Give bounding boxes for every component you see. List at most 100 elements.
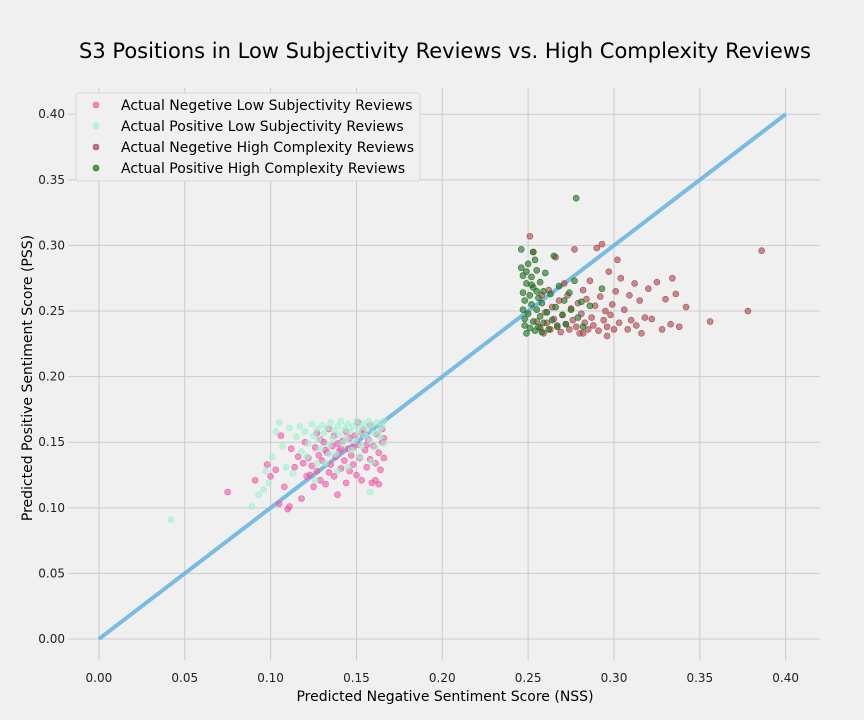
data-point-series-4 <box>523 268 530 275</box>
data-point-series-4 <box>540 319 547 327</box>
diagonal-reference-line <box>97 112 787 641</box>
data-point-series-4 <box>519 289 527 296</box>
data-point-series-3 <box>566 326 573 333</box>
data-point-series-1 <box>372 476 379 484</box>
data-point-series-1 <box>286 503 293 510</box>
data-point-series-4 <box>526 324 534 332</box>
x-tick-label: 0.30 <box>601 671 628 685</box>
data-point-series-1 <box>251 476 259 484</box>
data-point-series-4 <box>517 264 525 272</box>
data-point-series-4 <box>554 323 561 331</box>
data-point-series-3 <box>569 316 577 324</box>
data-point-series-2 <box>344 420 352 428</box>
data-point-series-1 <box>325 469 333 476</box>
data-point-series-3 <box>612 288 619 295</box>
data-point-series-2 <box>272 428 280 436</box>
data-point-series-1 <box>313 467 321 475</box>
legend-marker <box>92 101 100 109</box>
data-point-series-2 <box>366 488 374 496</box>
data-point-series-2 <box>368 458 376 466</box>
data-point-series-1 <box>353 471 360 479</box>
data-point-series-2 <box>349 423 357 430</box>
data-point-series-1 <box>291 463 298 471</box>
data-point-series-1 <box>342 479 350 487</box>
data-point-series-4 <box>529 248 537 256</box>
x-tick-label: 0.20 <box>429 671 456 685</box>
data-point-series-2 <box>372 444 379 451</box>
data-point-series-2 <box>360 420 367 428</box>
data-point-series-3 <box>610 326 618 333</box>
data-point-series-2 <box>325 441 333 449</box>
data-point-series-1 <box>263 461 271 468</box>
data-point-series-3 <box>706 318 714 325</box>
y-tick-label: 0.35 <box>38 173 65 187</box>
data-point-series-2 <box>346 428 353 436</box>
data-point-series-4 <box>533 267 541 274</box>
legend-marker <box>92 164 100 172</box>
data-point-series-4 <box>521 322 528 329</box>
data-point-series-2 <box>279 442 286 450</box>
data-point-series-2 <box>318 421 326 429</box>
data-point-series-4 <box>586 302 594 310</box>
data-point-series-2 <box>341 425 348 433</box>
data-point-series-4 <box>531 256 539 264</box>
data-point-series-2 <box>325 450 333 458</box>
data-point-series-1 <box>306 471 314 479</box>
data-point-series-2 <box>366 437 374 445</box>
data-point-series-3 <box>557 328 565 336</box>
data-point-series-2 <box>311 476 319 484</box>
data-point-series-1 <box>281 483 288 491</box>
data-point-series-3 <box>588 314 595 321</box>
data-point-series-3 <box>758 247 765 254</box>
data-point-series-1 <box>358 476 365 484</box>
data-point-series-4 <box>524 260 532 268</box>
data-point-series-4 <box>519 306 527 314</box>
data-point-series-2 <box>289 470 297 478</box>
data-point-series-2 <box>305 440 312 447</box>
data-point-series-2 <box>380 417 388 425</box>
data-point-series-1 <box>287 445 295 453</box>
data-point-series-4 <box>559 311 566 319</box>
data-point-series-4 <box>550 252 558 260</box>
data-point-series-3 <box>583 295 590 303</box>
data-point-series-1 <box>275 500 283 508</box>
x-axis-label: Predicted Negative Sentiment Score (NSS) <box>296 689 593 705</box>
data-point-series-3 <box>675 323 683 331</box>
data-point-series-2 <box>353 417 360 425</box>
data-point-series-4 <box>547 290 554 298</box>
legend: Actual Negetive Low Subjectivity Reviews… <box>75 92 421 182</box>
y-tick-label: 0.40 <box>38 107 65 121</box>
data-point-series-1 <box>377 466 384 474</box>
data-point-series-2 <box>167 516 175 523</box>
data-point-series-2 <box>310 432 317 439</box>
data-point-series-2 <box>334 467 341 475</box>
data-point-series-3 <box>617 274 625 282</box>
data-point-series-4 <box>526 291 534 299</box>
data-point-series-4 <box>523 330 530 337</box>
reference-line <box>97 112 787 641</box>
x-tick-label: 0.40 <box>772 671 799 685</box>
data-point-series-3 <box>648 315 656 323</box>
data-point-series-2 <box>248 503 256 510</box>
data-point-series-3 <box>667 320 674 328</box>
data-point-series-3 <box>602 307 609 315</box>
data-point-series-2 <box>262 467 269 475</box>
data-point-series-1 <box>294 453 302 460</box>
data-point-series-1 <box>299 459 307 467</box>
legend-label: Actual Negetive High Complexity Reviews <box>121 140 414 156</box>
data-point-series-4 <box>535 294 542 302</box>
data-point-series-2 <box>265 479 273 487</box>
data-point-series-3 <box>579 330 587 337</box>
data-point-series-3 <box>669 274 676 282</box>
data-point-series-2 <box>303 453 310 460</box>
data-point-series-2 <box>337 417 345 425</box>
data-point-series-2 <box>298 448 305 455</box>
data-point-series-3 <box>658 326 666 333</box>
data-point-series-2 <box>255 491 262 498</box>
y-axis-label: Predicted Positive Sentiment Score (PSS) <box>20 235 36 521</box>
data-point-series-3 <box>600 316 607 324</box>
data-point-series-2 <box>334 423 341 430</box>
data-point-series-2 <box>315 436 322 443</box>
x-tick-label: 0.05 <box>171 671 198 685</box>
x-tick-label: 0.00 <box>86 671 113 685</box>
